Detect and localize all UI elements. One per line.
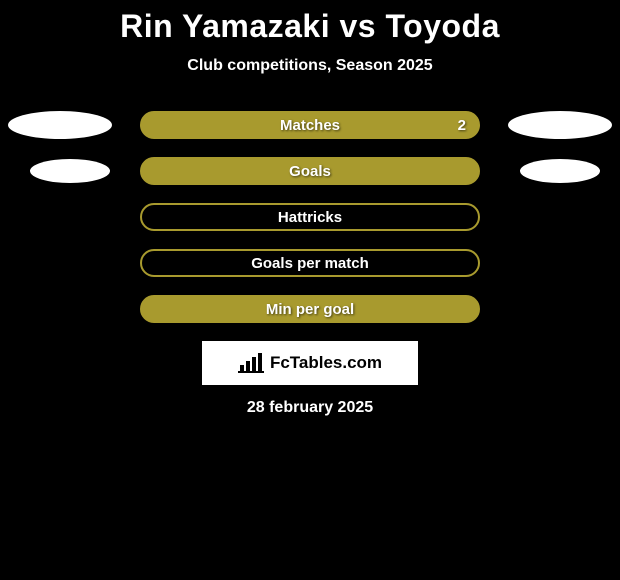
stat-label: Min per goal <box>266 301 354 318</box>
stat-row: Matches 2 <box>0 111 620 139</box>
comparison-title: Rin Yamazaki vs Toyoda <box>0 0 620 45</box>
generated-date: 28 february 2025 <box>0 399 620 417</box>
left-player-marker <box>30 159 110 183</box>
stat-label: Hattricks <box>278 209 342 226</box>
left-player-marker <box>8 111 112 139</box>
bar-chart-icon <box>238 353 264 373</box>
comparison-subtitle: Club competitions, Season 2025 <box>0 57 620 75</box>
stat-bar: Hattricks <box>140 203 480 231</box>
stat-label: Matches <box>280 117 340 134</box>
stat-row: Min per goal <box>0 295 620 323</box>
stat-bar: Goals per match <box>140 249 480 277</box>
stat-bar: Goals <box>140 157 480 185</box>
stats-container: Matches 2 Goals Hattricks Goals per matc… <box>0 111 620 323</box>
right-player-marker <box>520 159 600 183</box>
stat-value-right: 2 <box>458 117 466 134</box>
site-logo[interactable]: FcTables.com <box>202 341 418 385</box>
stat-bar: Min per goal <box>140 295 480 323</box>
stat-label: Goals <box>289 163 331 180</box>
stat-row: Goals per match <box>0 249 620 277</box>
stat-bar: Matches 2 <box>140 111 480 139</box>
right-player-marker <box>508 111 612 139</box>
stat-row: Hattricks <box>0 203 620 231</box>
stat-row: Goals <box>0 157 620 185</box>
stat-label: Goals per match <box>251 255 369 272</box>
logo-text: FcTables.com <box>270 353 382 373</box>
